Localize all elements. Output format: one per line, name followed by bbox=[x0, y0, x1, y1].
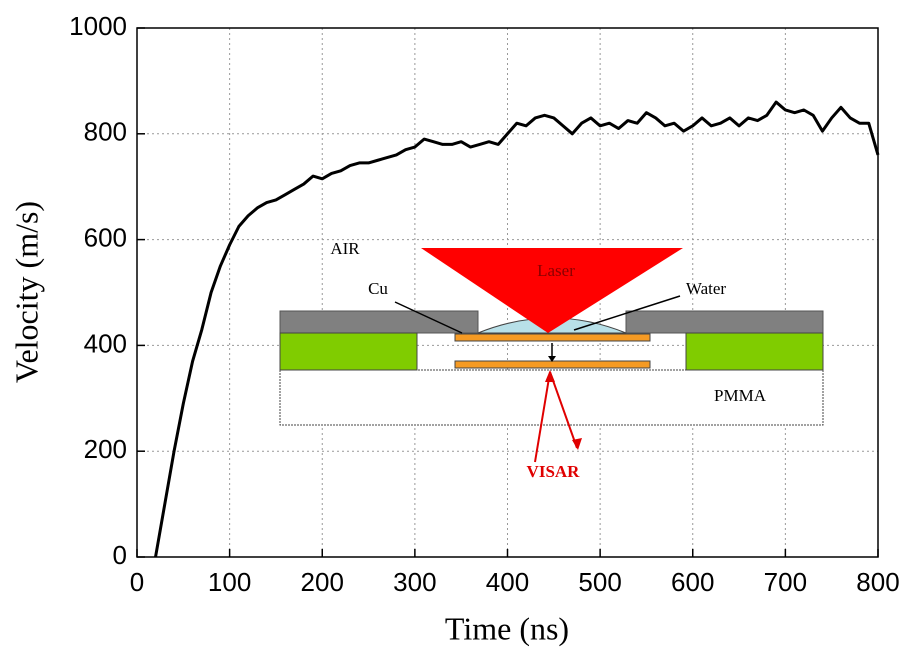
x-tick-label: 800 bbox=[856, 567, 899, 597]
air-block-right bbox=[625, 310, 824, 334]
x-tick-label: 500 bbox=[578, 567, 621, 597]
visar-arrow-up bbox=[534, 371, 551, 463]
green-block-right bbox=[685, 332, 824, 371]
x-tick-label: 600 bbox=[671, 567, 714, 597]
y-tick-label: 200 bbox=[84, 434, 127, 464]
flyer-arrow-head bbox=[548, 356, 556, 362]
inset-diagram: AIR Laser Cu Water PMMA VISAR bbox=[279, 239, 824, 481]
water-arrow bbox=[573, 295, 681, 331]
velocity-line bbox=[154, 100, 880, 558]
x-tick-label: 300 bbox=[393, 567, 436, 597]
pmma-label: PMMA bbox=[714, 386, 767, 405]
y-tick-label: 1000 bbox=[69, 11, 127, 41]
cu-arrow bbox=[394, 301, 463, 334]
air-block-left bbox=[279, 310, 479, 334]
cu-label: Cu bbox=[368, 279, 388, 298]
x-tick-label: 100 bbox=[208, 567, 251, 597]
y-axis-label: Velocity (m/s) bbox=[8, 201, 44, 383]
air-label: AIR bbox=[330, 239, 360, 258]
laser-beam bbox=[421, 248, 683, 333]
x-tick-label: 400 bbox=[486, 567, 529, 597]
water-label: Water bbox=[686, 279, 726, 298]
x-tick-label: 200 bbox=[301, 567, 344, 597]
target-plate bbox=[454, 360, 651, 369]
y-tick-label: 0 bbox=[113, 540, 127, 570]
x-tick-label: 0 bbox=[130, 567, 144, 597]
cu-foil bbox=[454, 333, 651, 342]
visar-arrow-down bbox=[549, 371, 578, 449]
y-tick-label: 600 bbox=[84, 222, 127, 252]
green-block-left bbox=[279, 332, 418, 371]
x-axis-label: Time (ns) bbox=[445, 610, 569, 646]
visar-arrow-head-down bbox=[572, 438, 582, 450]
y-tick-label: 400 bbox=[84, 328, 127, 358]
x-tick-label: 700 bbox=[764, 567, 807, 597]
laser-label: Laser bbox=[537, 261, 575, 280]
visar-label: VISAR bbox=[527, 462, 581, 481]
y-tick-label: 800 bbox=[84, 117, 127, 147]
